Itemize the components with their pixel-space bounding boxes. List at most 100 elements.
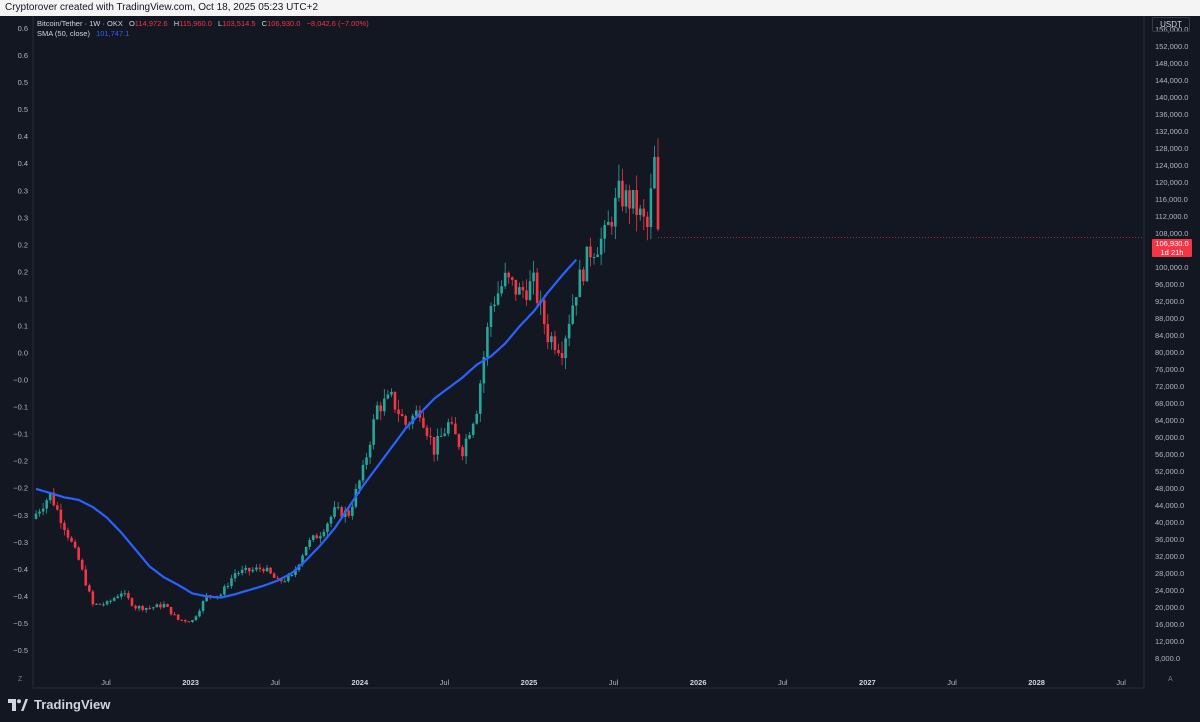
candle-body (393, 391, 397, 410)
right-axis-tick-label: 132,000.0 (1155, 127, 1188, 136)
left-axis-tick-label: 0.6 (18, 51, 28, 60)
candle-body (116, 596, 120, 599)
candle-body (351, 506, 354, 516)
left-axis-tick-label: 0.5 (18, 78, 28, 87)
x-axis-tick-label: Jul (947, 678, 957, 687)
left-axis-tick-label: −0.1 (13, 430, 28, 439)
right-axis-tick-label: 120,000.0 (1155, 178, 1188, 187)
right-axis-tick-label: 96,000.0 (1155, 280, 1184, 289)
left-axis-tick-label: 0.3 (18, 186, 28, 195)
candle-body (91, 591, 95, 605)
candle-body (151, 607, 155, 609)
price-chart[interactable]: 0.6 0.6 0.5 0.5 0.4 0.4 0.3 0.3 0.2 0.2 0.1 0.1 0.0 −… (0, 16, 1200, 690)
x-axis-tick-label: Jul (1116, 678, 1126, 687)
candle-body (319, 536, 322, 539)
currency-selector[interactable]: USDT (1152, 17, 1190, 32)
candle-body (468, 434, 471, 439)
right-axis-tick-label: 32,000.0 (1155, 552, 1184, 561)
candle-body (542, 300, 546, 325)
candle-body (621, 180, 624, 207)
candle-body (475, 413, 479, 424)
right-axis-tick-label: 92,000.0 (1155, 297, 1184, 306)
candle-body (294, 569, 297, 575)
candle-body (617, 180, 621, 198)
candle-body (223, 586, 226, 595)
candle-body (123, 593, 127, 595)
candle-body (404, 415, 407, 425)
candle-body (443, 433, 447, 436)
candle-body (397, 409, 400, 415)
candle-body (486, 327, 489, 358)
right-axis-tick-label: 152,000.0 (1155, 42, 1188, 51)
candle-body (262, 569, 265, 572)
candle-body (80, 559, 84, 570)
symbol-name[interactable]: Bitcoin/Tether · 1W · OKX (37, 19, 123, 28)
candle-body (159, 604, 162, 608)
candle-body (38, 511, 41, 514)
candle-body (642, 208, 646, 217)
right-axis-tick-label: 44,000.0 (1155, 501, 1184, 510)
candle-body (375, 405, 379, 420)
left-axis-tick-label: −0.0 (13, 376, 28, 385)
chart-credit-bar: Cryptorover created with TradingView.com… (0, 0, 1200, 16)
right-axis-tick-label: 144,000.0 (1155, 76, 1188, 85)
candle-body (148, 607, 152, 609)
left-axis-corner-button[interactable]: Z (18, 676, 23, 683)
candle-body (315, 535, 319, 539)
right-axis-tick-label: 52,000.0 (1155, 467, 1184, 476)
candle-body (141, 606, 144, 610)
candle-body (105, 601, 109, 605)
candle-body (176, 614, 180, 620)
candle-body (144, 607, 148, 610)
right-axis-tick-label: 16,000.0 (1155, 620, 1184, 629)
candle-body (240, 569, 244, 574)
left-axis-tick-label: 0.1 (18, 321, 28, 330)
candle-body (265, 567, 269, 572)
candle-body (500, 286, 503, 294)
candle-body (70, 537, 73, 542)
candle-body (454, 423, 457, 435)
candle-body (326, 523, 329, 532)
auto-scale-button[interactable]: A (1168, 676, 1173, 683)
x-axis-tick-label: 2027 (859, 678, 876, 687)
tradingview-brand: TradingView (34, 697, 111, 712)
close-value: 106,930.0 (267, 19, 301, 28)
last-price-value: 106,930.0 (1155, 239, 1189, 248)
x-axis-tick-label: Jul (101, 678, 111, 687)
candle-body (109, 600, 112, 602)
candle-body (191, 620, 194, 622)
candle-body (63, 522, 66, 531)
candle-body (45, 500, 48, 509)
candle-body (582, 269, 585, 282)
right-axis-tick-label: 88,000.0 (1155, 314, 1184, 323)
x-axis-tick-label: 2028 (1028, 678, 1045, 687)
x-axis-tick-label: 2026 (690, 678, 707, 687)
left-axis-tick-label: 0.5 (18, 105, 28, 114)
candle-body (464, 438, 468, 457)
last-price-tag: 106,930.0 1d 21h (1152, 239, 1192, 257)
candle-body (649, 188, 653, 228)
candle-body (233, 573, 237, 579)
candle-body (510, 277, 514, 280)
candle-body (59, 509, 63, 523)
right-axis-tick-label: 112,000.0 (1155, 212, 1188, 221)
candle-body (496, 293, 500, 305)
candle-body (365, 457, 368, 465)
x-axis-tick-label: Jul (270, 678, 280, 687)
candle-body (560, 353, 564, 359)
candle-body (638, 208, 642, 215)
credit-text: Cryptorover created with TradingView.com… (5, 2, 319, 13)
right-axis-tick-label: 24,000.0 (1155, 586, 1184, 595)
candle-body (52, 492, 56, 506)
sma-row[interactable]: SMA (50, close) 101,747.1 (37, 29, 369, 39)
candle-body (631, 190, 635, 209)
tradingview-logo[interactable]: TradingView (8, 697, 110, 712)
right-axis-tick-label: 108,000.0 (1155, 229, 1188, 238)
candle-body (514, 279, 518, 295)
candle-body (489, 306, 493, 328)
x-axis-tick-label: 2025 (521, 678, 538, 687)
candle-body (120, 593, 123, 597)
right-axis-tick-label: 48,000.0 (1155, 484, 1184, 493)
candle-body (415, 410, 418, 416)
candle-body (478, 383, 482, 414)
